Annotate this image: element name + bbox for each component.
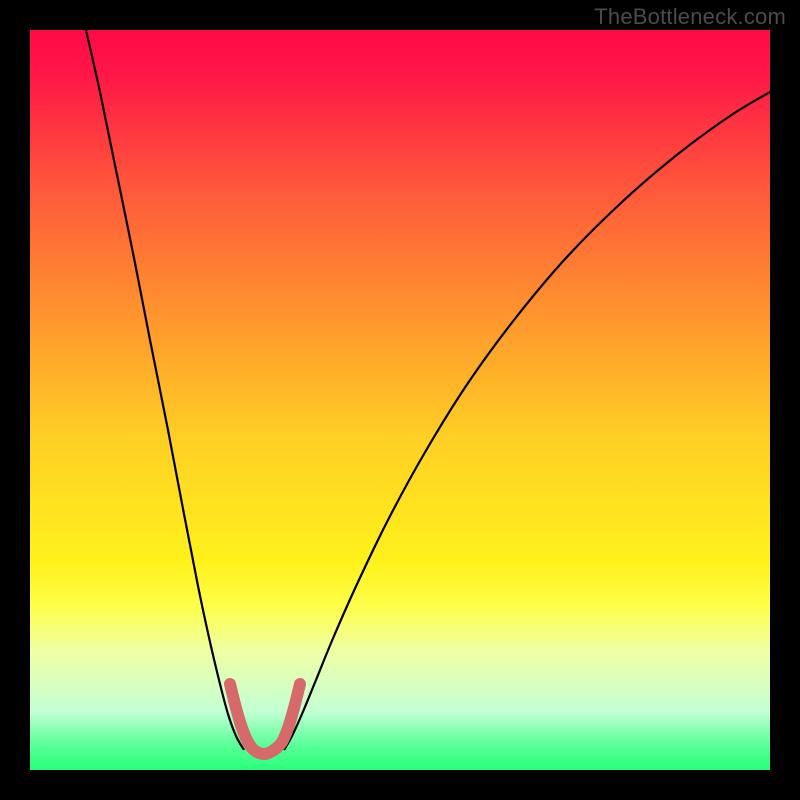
- bottleneck-chart: [0, 0, 800, 800]
- gradient-background: [30, 30, 770, 770]
- chart-stage: TheBottleneck.com: [0, 0, 800, 800]
- plot-area: [30, 30, 770, 770]
- watermark-text: TheBottleneck.com: [594, 4, 786, 30]
